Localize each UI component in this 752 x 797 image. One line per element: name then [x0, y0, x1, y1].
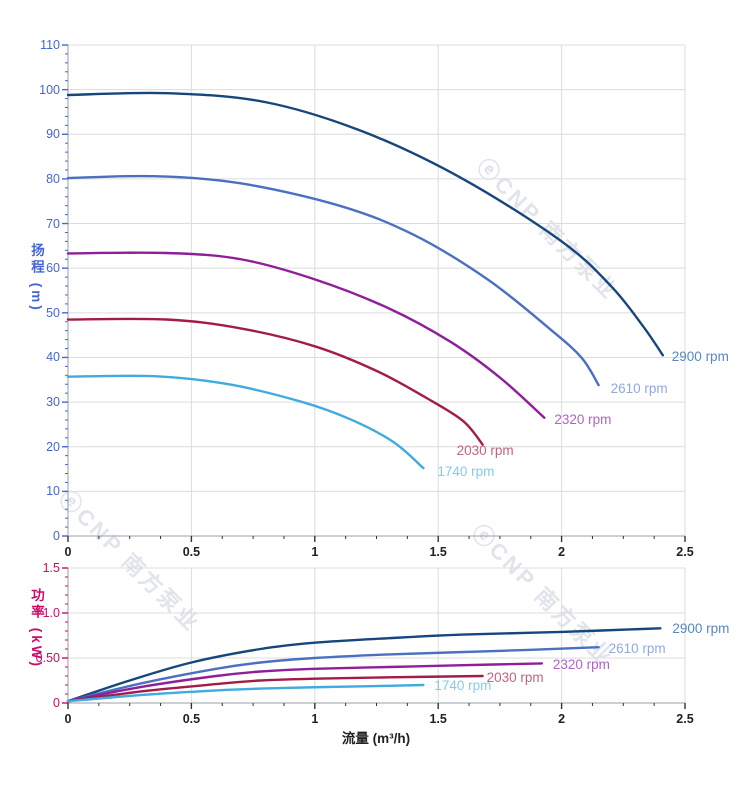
series-label-power-2030rpm: 2030 rpm	[486, 670, 544, 685]
power-x-tick-label: 1	[311, 712, 319, 726]
curve-head-2900rpm	[66, 91, 664, 357]
head-x-tick-label: 0.5	[182, 545, 201, 559]
head-y-tick-label: 10	[46, 484, 60, 499]
power-axis-title: 功率 (kW)	[29, 588, 44, 669]
series-label-head-2900rpm: 2900 rpm	[671, 349, 729, 365]
head-y-tick-label: 110	[40, 38, 60, 52]
series-label-power-1740rpm: 1740 rpm	[434, 678, 492, 693]
power-y-tick-label: 0.50	[35, 651, 60, 665]
head-y-tick-label: 90	[46, 127, 60, 142]
curve-head-2030rpm	[66, 317, 484, 446]
head-y-tick-label: 30	[46, 395, 60, 410]
flow-axis-title: 流量 (m³/h)	[341, 731, 411, 746]
power-x-tick-label: 2	[558, 712, 566, 726]
curve-power-2030rpm	[66, 674, 484, 703]
head-y-tick-label: 80	[46, 171, 60, 186]
head-y-tick-label: 50	[46, 305, 60, 320]
power-x-tick-label: 1.5	[429, 712, 447, 726]
head-y-tick-label: 40	[46, 350, 60, 365]
power-y-tick-label: 1.5	[42, 561, 60, 575]
head-x-tick-label: 1	[311, 545, 319, 559]
power-y-tick-label: 1.0	[42, 606, 60, 620]
head-axis-title: 扬程 (m)	[29, 243, 44, 313]
head-y-tick-label: 60	[46, 261, 60, 276]
head-y-tick-label: 20	[46, 439, 60, 454]
watermark: ⓔCNP 南方泵业	[53, 485, 206, 637]
watermark: ⓔCNP 南方泵业	[466, 519, 619, 671]
curve-head-2320rpm	[66, 251, 546, 419]
series-label-head-1740rpm: 1740 rpm	[437, 464, 495, 480]
power-x-tick-label: 0.5	[182, 712, 201, 726]
head-y-tick-label: 100	[39, 82, 60, 97]
watermark: ⓔCNP 南方泵业	[471, 153, 624, 305]
series-label-head-2030rpm: 2030 rpm	[456, 443, 514, 459]
curve-head-1740rpm	[66, 374, 425, 470]
head-y-tick-label: 70	[46, 216, 60, 231]
series-label-head-2610rpm: 2610 rpm	[610, 381, 668, 397]
power-y-tick-label: 0	[53, 696, 60, 710]
head-x-tick-label: 2	[558, 545, 566, 559]
series-label-head-2320rpm: 2320 rpm	[554, 411, 612, 427]
series-label-power-2900rpm: 2900 rpm	[672, 621, 730, 637]
head-x-tick-label: 1.5	[429, 545, 447, 559]
head-x-tick-label: 2.5	[676, 545, 694, 559]
curve-power-1740rpm	[66, 683, 425, 703]
series-label-power-2610rpm: 2610 rpm	[608, 641, 666, 657]
power-x-tick-label: 0	[64, 712, 72, 726]
head-y-tick-label: 0	[53, 529, 60, 543]
power-x-tick-label: 2.5	[676, 712, 694, 726]
series-label-power-2320rpm: 2320 rpm	[552, 657, 610, 673]
head-x-tick-label: 0	[64, 545, 72, 559]
